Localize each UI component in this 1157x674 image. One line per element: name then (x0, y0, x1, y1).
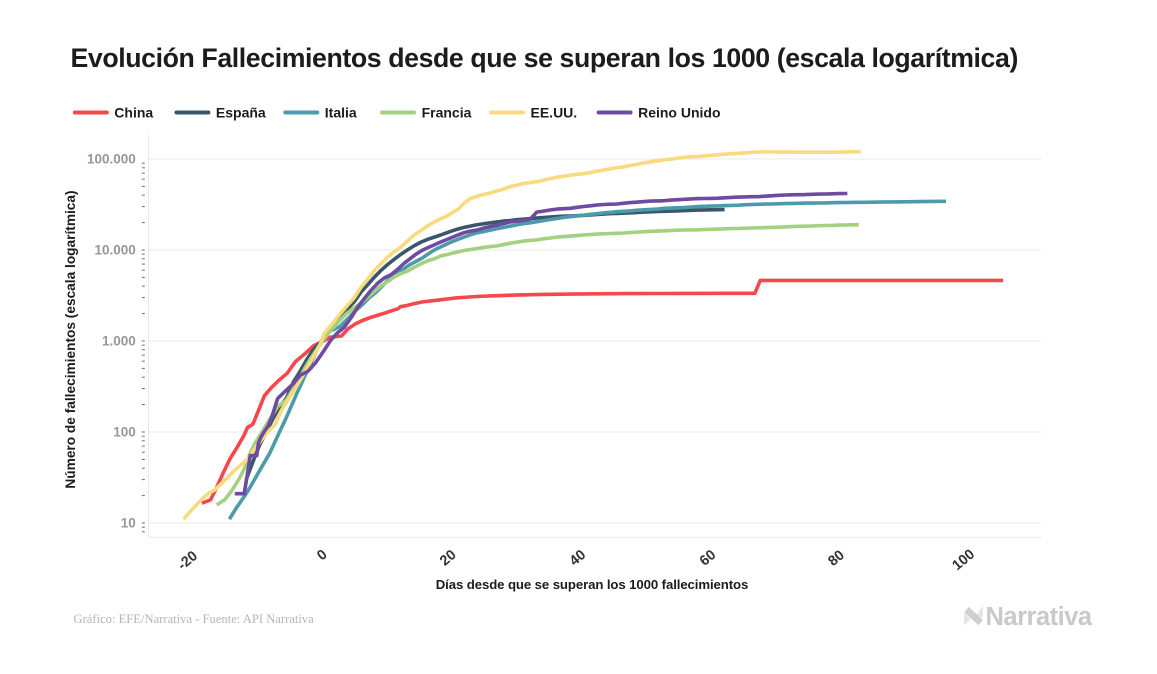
svg-text:Días desde que se superan los: Días desde que se superan los 1000 falle… (436, 577, 748, 592)
svg-text:Evolución Fallecimientos desde: Evolución Fallecimientos desde que se su… (71, 43, 1018, 73)
svg-text:40: 40 (567, 547, 590, 570)
svg-text:EE.UU.: EE.UU. (531, 105, 578, 121)
svg-text:Gráfico: EFE/Narrativa - Fuent: Gráfico: EFE/Narrativa - Fuente: API Nar… (74, 612, 315, 626)
svg-text:10.000: 10.000 (95, 243, 136, 258)
svg-text:Número de fallecimientos (esca: Número de fallecimientos (escala logarít… (63, 190, 78, 488)
svg-text:1.000: 1.000 (102, 334, 136, 349)
svg-text:100.000: 100.000 (87, 152, 136, 167)
svg-text:Reino Unido: Reino Unido (638, 105, 720, 121)
svg-text:100: 100 (113, 425, 136, 440)
svg-text:China: China (114, 105, 153, 121)
svg-text:España: España (216, 105, 266, 121)
svg-text:80: 80 (825, 547, 848, 570)
svg-text:Italia: Italia (325, 105, 357, 121)
svg-text:10: 10 (121, 516, 136, 531)
svg-text:Francia: Francia (422, 105, 472, 121)
svg-text:Narrativa: Narrativa (986, 603, 1093, 631)
svg-text:20: 20 (437, 547, 460, 570)
svg-text:60: 60 (697, 547, 720, 570)
